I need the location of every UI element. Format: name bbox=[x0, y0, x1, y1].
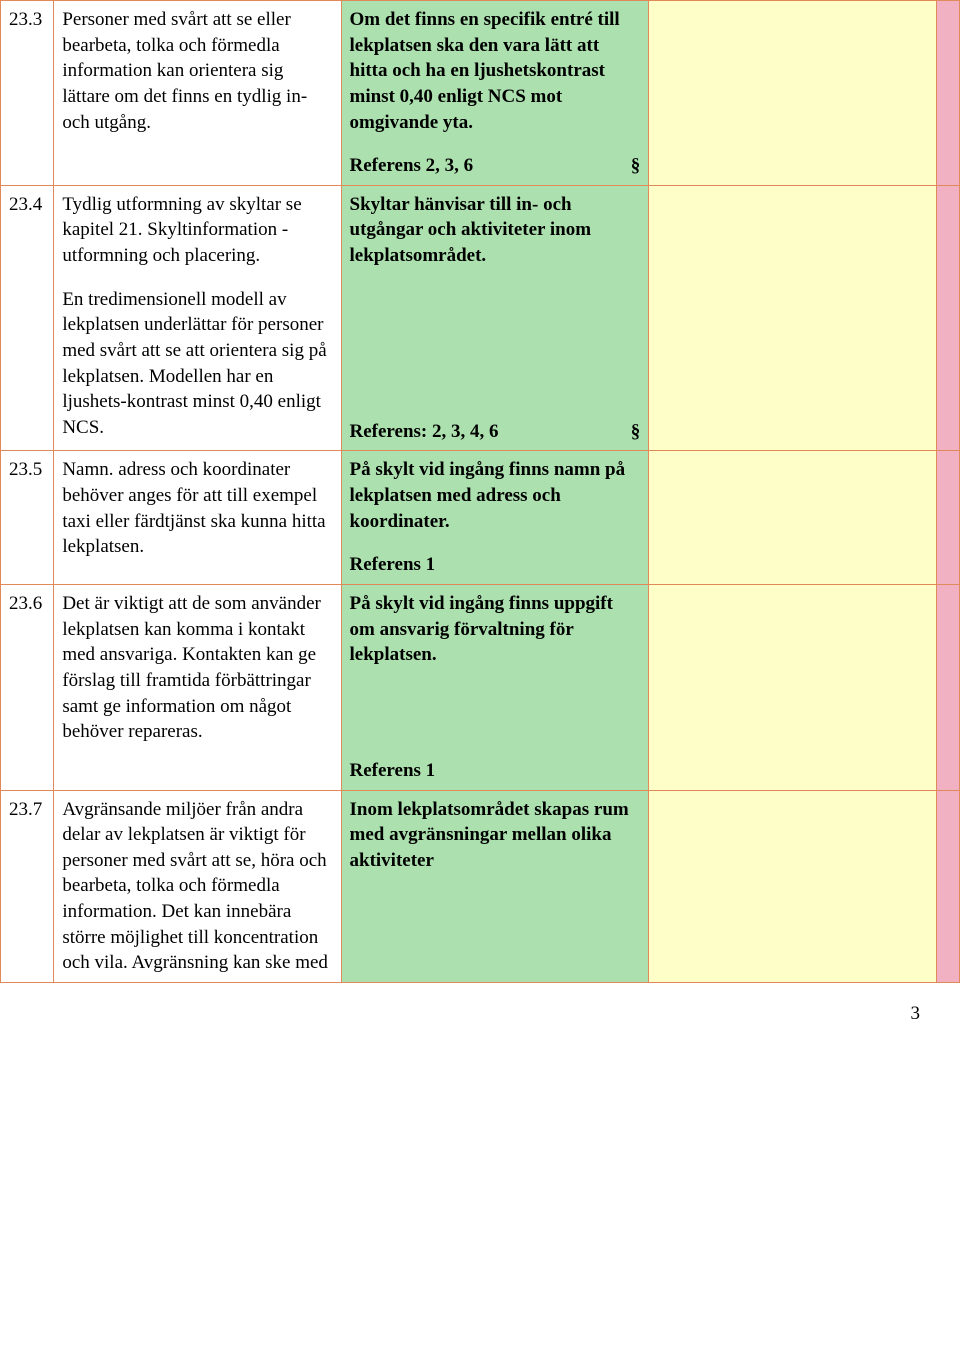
row-notes bbox=[649, 790, 937, 982]
row-description: Namn. adress och koordinater behöver ang… bbox=[54, 451, 341, 585]
row-requirement: Skyltar hänvisar till in- och utgångar o… bbox=[341, 185, 649, 451]
row-notes bbox=[649, 185, 937, 451]
page-number: 3 bbox=[0, 983, 960, 1035]
row-requirement: På skylt vid ingång finns namn på lekpla… bbox=[341, 451, 649, 585]
requirement-text: Om det finns en specifik entré till lekp… bbox=[350, 7, 641, 135]
row-notes bbox=[649, 1, 937, 186]
row-requirement: Om det finns en specifik entré till lekp… bbox=[341, 1, 649, 186]
reference-text: Referens 2, 3, 6 bbox=[350, 153, 474, 179]
row-notes bbox=[649, 451, 937, 585]
row-notes bbox=[649, 584, 937, 790]
paragraph-symbol: § bbox=[631, 153, 641, 179]
row-description: Det är viktigt att de som använder lekpl… bbox=[54, 584, 341, 790]
row-description: Avgränsande miljöer från andra delar av … bbox=[54, 790, 341, 982]
requirements-table: 23.3 Personer med svårt att se eller bea… bbox=[0, 0, 960, 983]
table-row: 23.6 Det är viktigt att de som använder … bbox=[1, 584, 960, 790]
table-row: 23.5 Namn. adress och koordinater behöve… bbox=[1, 451, 960, 585]
row-id: 23.3 bbox=[1, 1, 54, 186]
row-id: 23.5 bbox=[1, 451, 54, 585]
row-marker bbox=[937, 451, 960, 585]
row-marker bbox=[937, 584, 960, 790]
row-description: Tydlig utformning av skyltar se kapitel … bbox=[54, 185, 341, 451]
row-marker bbox=[937, 185, 960, 451]
row-id: 23.4 bbox=[1, 185, 54, 451]
reference-text: Referens: 2, 3, 4, 6 bbox=[350, 419, 499, 445]
row-requirement: På skylt vid ingång finns uppgift om ans… bbox=[341, 584, 649, 790]
row-requirement: Inom lekplatsområdet skapas rum med avgr… bbox=[341, 790, 649, 982]
row-id: 23.6 bbox=[1, 584, 54, 790]
description-paragraph: En tredimensionell modell av lekplatsen … bbox=[62, 287, 332, 441]
document-page: 23.3 Personer med svårt att se eller bea… bbox=[0, 0, 960, 1035]
description-paragraph: Tydlig utformning av skyltar se kapitel … bbox=[62, 192, 332, 269]
requirement-text: På skylt vid ingång finns uppgift om ans… bbox=[350, 591, 641, 668]
row-description: Personer med svårt att se eller bearbeta… bbox=[54, 1, 341, 186]
requirement-text: Skyltar hänvisar till in- och utgångar o… bbox=[350, 192, 641, 269]
requirement-text: Inom lekplatsområdet skapas rum med avgr… bbox=[350, 797, 641, 874]
row-id: 23.7 bbox=[1, 790, 54, 982]
row-marker bbox=[937, 790, 960, 982]
table-row: 23.3 Personer med svårt att se eller bea… bbox=[1, 1, 960, 186]
row-marker bbox=[937, 1, 960, 186]
reference-text: Referens 1 bbox=[350, 552, 641, 578]
table-row: 23.7 Avgränsande miljöer från andra dela… bbox=[1, 790, 960, 982]
reference-text: Referens 1 bbox=[350, 758, 641, 784]
requirement-text: På skylt vid ingång finns namn på lekpla… bbox=[350, 457, 641, 534]
table-row: 23.4 Tydlig utformning av skyltar se kap… bbox=[1, 185, 960, 451]
paragraph-symbol: § bbox=[631, 419, 641, 445]
